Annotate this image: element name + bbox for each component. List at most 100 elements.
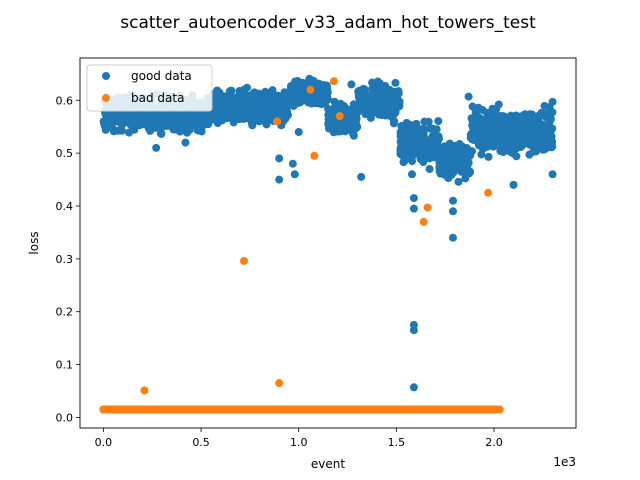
good-data-point xyxy=(448,233,457,242)
good-data-point xyxy=(389,119,398,128)
legend-label-good-data: good data xyxy=(131,69,192,83)
good-data-point xyxy=(463,161,472,170)
good-data-point xyxy=(514,130,523,139)
good-data-point xyxy=(380,99,389,108)
good-data-point xyxy=(484,152,493,161)
y-tick-label: 0.1 xyxy=(56,359,74,372)
good-data-point xyxy=(324,115,333,124)
good-data-point xyxy=(294,92,303,101)
good-data-point xyxy=(130,119,139,128)
good-data-point xyxy=(295,84,304,93)
legend-box xyxy=(86,64,213,112)
good-data-point xyxy=(285,87,294,96)
good-data-point xyxy=(409,194,418,203)
good-data-point xyxy=(434,117,443,126)
bad-data-point xyxy=(484,188,493,197)
x-tick-label: 1.0 xyxy=(290,436,308,449)
good-data-point xyxy=(288,159,297,168)
good-data-point xyxy=(542,109,551,118)
good-data-point xyxy=(512,122,521,131)
good-data-point xyxy=(357,172,366,181)
good-data-point xyxy=(464,92,473,101)
x-axis-offset-label: 1e3 xyxy=(553,455,576,469)
good-data-point xyxy=(390,105,399,114)
bad-data-point xyxy=(306,85,315,94)
good-data-point xyxy=(505,120,514,129)
good-data-point xyxy=(178,126,187,135)
good-data-point xyxy=(169,111,178,120)
good-data-point xyxy=(548,124,557,133)
good-data-point xyxy=(381,81,390,90)
good-data-point xyxy=(317,100,326,109)
good-data-point xyxy=(497,140,506,149)
good-data-point xyxy=(267,103,276,112)
good-data-point xyxy=(448,196,457,205)
good-data-point xyxy=(436,158,445,167)
bad-data-point xyxy=(329,77,338,86)
good-data-point xyxy=(359,85,368,94)
legend-marker-good-data xyxy=(102,72,110,80)
good-data-point xyxy=(293,98,302,107)
x-axis-label: event xyxy=(311,457,345,471)
good-data-point xyxy=(397,149,406,158)
good-data-point xyxy=(401,138,410,147)
good-data-point xyxy=(290,170,299,179)
good-data-point xyxy=(488,104,497,113)
y-axis-label: loss xyxy=(27,231,41,254)
x-tick-label: 1.5 xyxy=(388,436,406,449)
good-data-point xyxy=(457,166,466,175)
good-data-point xyxy=(515,136,524,145)
good-data-point xyxy=(450,148,459,157)
good-data-point xyxy=(332,119,341,128)
good-data-point xyxy=(523,133,532,142)
y-axis: 0.0 0.1 0.2 0.3 0.4 0.5 0.6 xyxy=(56,94,80,424)
good-data-point xyxy=(145,122,154,131)
good-data-point xyxy=(518,111,527,120)
good-data-point xyxy=(440,142,449,151)
y-tick-label: 0.4 xyxy=(56,200,74,213)
bad-data-point xyxy=(423,203,432,212)
good-data-point xyxy=(196,119,205,128)
good-data-point xyxy=(453,157,462,166)
y-tick-label: 0.0 xyxy=(56,411,74,424)
good-data-point xyxy=(461,174,470,183)
y-tick-label: 0.3 xyxy=(56,253,74,266)
bad-data-point xyxy=(335,112,344,121)
good-data-point xyxy=(409,383,418,392)
good-data-point xyxy=(457,148,466,157)
good-data-point xyxy=(498,125,507,134)
good-data-point xyxy=(451,141,460,150)
good-data-point xyxy=(101,125,110,134)
good-data-point xyxy=(529,147,538,156)
good-data-point xyxy=(240,85,249,94)
y-tick-label: 0.6 xyxy=(56,94,74,107)
legend-marker-bad-data xyxy=(102,94,110,102)
good-data-point xyxy=(512,152,521,161)
good-data-point xyxy=(365,96,374,105)
good-data-point xyxy=(261,95,270,104)
good-data-point xyxy=(125,128,134,137)
bad-data-point xyxy=(273,117,282,126)
good-data-point xyxy=(211,103,220,112)
good-data-point xyxy=(162,121,171,130)
good-data-point xyxy=(347,80,356,89)
good-data-point xyxy=(225,87,234,96)
good-data-point xyxy=(353,105,362,114)
legend-label-bad-data: bad data xyxy=(131,91,184,105)
good-data-point xyxy=(467,134,476,143)
good-data-point xyxy=(482,114,491,123)
good-data-point xyxy=(538,145,547,154)
good-data-point xyxy=(536,136,545,145)
good-data-point xyxy=(193,126,202,135)
good-data-point xyxy=(291,77,300,86)
good-data-point xyxy=(227,100,236,109)
good-data-point xyxy=(404,146,413,155)
good-data-point xyxy=(387,96,396,105)
good-data-point xyxy=(313,91,322,100)
good-data-point xyxy=(418,132,427,141)
good-data-point xyxy=(379,110,388,119)
good-data-point xyxy=(477,150,486,159)
good-data-point xyxy=(391,78,400,87)
bad-data-point xyxy=(419,217,428,226)
